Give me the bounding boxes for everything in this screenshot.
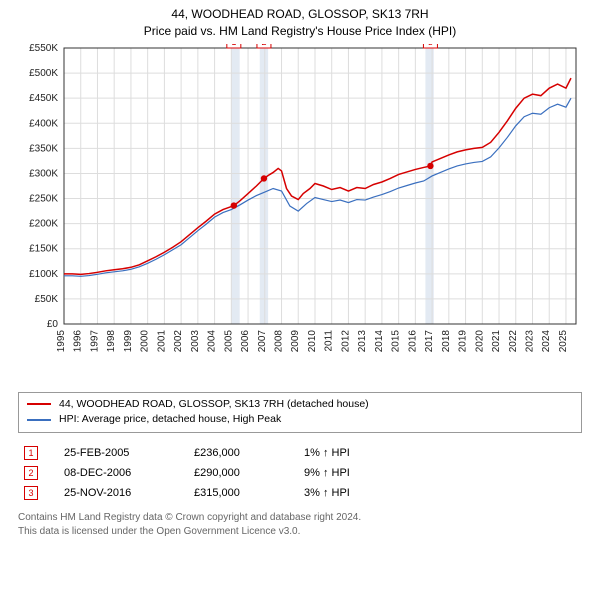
x-tick-label: 2025	[558, 329, 569, 352]
x-tick-label: 1998	[106, 329, 117, 352]
sale-row-marker: 1	[24, 446, 38, 460]
x-tick-label: 2023	[524, 329, 535, 352]
x-tick-label: 2005	[223, 329, 234, 352]
legend-swatch	[27, 419, 51, 421]
x-tick-label: 2014	[374, 329, 385, 352]
x-tick-label: 2006	[240, 329, 251, 352]
sale-point-3	[427, 162, 433, 168]
x-tick-label: 2009	[290, 329, 301, 352]
y-tick-label: £350K	[29, 143, 58, 154]
x-tick-label: 2007	[257, 329, 268, 352]
sale-row-marker: 3	[24, 486, 38, 500]
page-root: 44, WOODHEAD ROAD, GLOSSOP, SK13 7RH Pri…	[0, 0, 600, 590]
sales-table: 1 25-FEB-2005£236,0001% ↑ HPI 2 08-DEC-2006…	[18, 443, 582, 503]
legend-label: 44, WOODHEAD ROAD, GLOSSOP, SK13 7RH (de…	[59, 397, 369, 413]
legend-row: 44, WOODHEAD ROAD, GLOSSOP, SK13 7RH (de…	[27, 397, 573, 413]
sale-marker-num-2: 2	[261, 44, 266, 47]
sale-diff: 9% ↑ HPI	[304, 467, 414, 479]
sale-marker-num-1: 1	[231, 44, 236, 47]
x-tick-label: 2017	[424, 329, 435, 352]
sale-price: £315,000	[194, 487, 304, 499]
sale-diff: 1% ↑ HPI	[304, 447, 414, 459]
footer-note: Contains HM Land Registry data © Crown c…	[18, 511, 582, 538]
y-tick-label: £100K	[29, 268, 58, 279]
sale-point-2	[261, 175, 267, 181]
x-tick-label: 2003	[190, 329, 201, 352]
legend-swatch	[27, 403, 51, 405]
y-tick-label: £0	[47, 319, 59, 330]
y-tick-label: £150K	[29, 243, 58, 254]
x-tick-label: 2015	[391, 329, 402, 352]
y-tick-label: £200K	[29, 218, 58, 229]
y-tick-label: £550K	[29, 44, 58, 54]
legend-row: HPI: Average price, detached house, High…	[27, 412, 573, 428]
price-chart: £0 £50K £100K £150K £200K £250K £300K £350K £400…	[18, 44, 582, 384]
x-tick-label: 2021	[491, 329, 502, 352]
y-tick-label: £50K	[35, 294, 59, 305]
x-tick-label: 2016	[407, 329, 418, 352]
chart-title: 44, WOODHEAD ROAD, GLOSSOP, SK13 7RH Pri…	[18, 6, 582, 40]
sale-row-marker: 2	[24, 466, 38, 480]
sale-date: 25-NOV-2016	[64, 487, 194, 499]
x-tick-label: 1995	[56, 329, 67, 352]
sale-marker-num-3: 3	[428, 44, 433, 47]
x-tick-label: 2002	[173, 329, 184, 352]
sale-row: 2 08-DEC-2006£290,0009% ↑ HPI	[18, 463, 582, 483]
x-tick-label: 2001	[156, 329, 167, 352]
x-tick-label: 2024	[541, 329, 552, 352]
x-tick-label: 2020	[474, 329, 485, 352]
title-line-1: 44, WOODHEAD ROAD, GLOSSOP, SK13 7RH	[18, 6, 582, 23]
sale-date: 08-DEC-2006	[64, 467, 194, 479]
y-tick-label: £400K	[29, 118, 58, 129]
x-tick-label: 2010	[307, 329, 318, 352]
x-tick-label: 2013	[357, 329, 368, 352]
footer-line-2: This data is licensed under the Open Gov…	[18, 525, 582, 539]
sale-row: 1 25-FEB-2005£236,0001% ↑ HPI	[18, 443, 582, 463]
sale-price: £236,000	[194, 447, 304, 459]
x-tick-label: 1996	[73, 329, 84, 352]
y-tick-label: £250K	[29, 193, 58, 204]
x-tick-label: 2004	[207, 329, 218, 352]
sale-row: 3 25-NOV-2016£315,0003% ↑ HPI	[18, 483, 582, 503]
y-tick-label: £450K	[29, 93, 58, 104]
sale-point-1	[231, 202, 237, 208]
x-tick-label: 2018	[441, 329, 452, 352]
sale-date: 25-FEB-2005	[64, 447, 194, 459]
footer-line-1: Contains HM Land Registry data © Crown c…	[18, 511, 582, 525]
y-tick-label: £300K	[29, 168, 58, 179]
chart-container: £0 £50K £100K £150K £200K £250K £300K £350K £400…	[18, 44, 582, 384]
x-tick-label: 2022	[508, 329, 519, 352]
legend-label: HPI: Average price, detached house, High…	[59, 412, 281, 428]
legend: 44, WOODHEAD ROAD, GLOSSOP, SK13 7RH (de…	[18, 392, 582, 434]
x-tick-label: 2000	[140, 329, 151, 352]
x-tick-label: 1997	[89, 329, 100, 352]
sale-diff: 3% ↑ HPI	[304, 487, 414, 499]
y-tick-label: £500K	[29, 68, 58, 79]
x-tick-label: 2012	[340, 329, 351, 352]
x-tick-label: 1999	[123, 329, 134, 352]
x-tick-label: 2008	[274, 329, 285, 352]
x-tick-label: 2019	[458, 329, 469, 352]
x-tick-label: 2011	[324, 329, 335, 351]
title-line-2: Price paid vs. HM Land Registry's House …	[18, 23, 582, 40]
sale-price: £290,000	[194, 467, 304, 479]
